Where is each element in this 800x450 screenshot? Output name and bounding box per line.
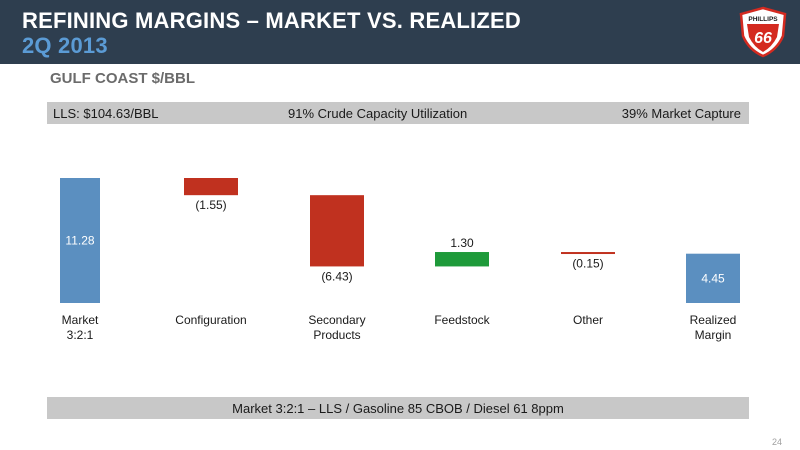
- bar-2: [310, 195, 364, 267]
- category-label-0-0: Market: [62, 313, 99, 327]
- capacity-utilization-text: 91% Crude Capacity Utilization: [288, 106, 468, 121]
- category-label-2-1: Products: [313, 328, 360, 342]
- data-label-1: (1.55): [195, 198, 226, 212]
- bar-4: [561, 252, 615, 255]
- market-capture-text: 39% Market Capture: [621, 106, 741, 121]
- category-label-5-0: Realized: [690, 313, 737, 327]
- lls-price-text: LLS: $104.63/BBL: [53, 106, 159, 121]
- phillips-66-logo-icon: PHILLIPS 66: [739, 6, 787, 58]
- slide-title: REFINING MARGINS – MARKET VS. REALIZED: [22, 8, 521, 33]
- category-label-0-1: 3:2:1: [67, 328, 94, 342]
- logo-number: 66: [754, 30, 772, 47]
- slide-subtitle: 2Q 2013: [22, 33, 108, 58]
- data-label-2: (6.43): [321, 269, 352, 283]
- data-label-4: (0.15): [572, 257, 603, 271]
- section-title: GULF COAST $/BBL: [50, 70, 195, 87]
- header-banner: REFINING MARGINS – MARKET VS. REALIZED 2…: [0, 0, 800, 64]
- data-label-3: 1.30: [450, 236, 474, 250]
- data-label-5: 4.45: [701, 271, 725, 285]
- logo-top-text: PHILLIPS: [748, 16, 778, 23]
- bar-0: [60, 178, 100, 303]
- footer-strip: Market 3:2:1 – LLS / Gasoline 85 CBOB / …: [47, 397, 749, 419]
- category-label-3-0: Feedstock: [434, 313, 490, 327]
- bar-1: [184, 178, 238, 196]
- data-label-0: 11.28: [65, 234, 94, 248]
- page-number: 24: [772, 437, 783, 447]
- bar-3: [435, 252, 489, 267]
- category-label-4-0: Other: [573, 313, 603, 327]
- info-strip: LLS: $104.63/BBL 91% Crude Capacity Util…: [47, 102, 749, 124]
- category-label-2-0: Secondary: [308, 313, 365, 327]
- category-label-5-1: Margin: [695, 328, 732, 342]
- footnote-text: Market 3:2:1 – LLS / Gasoline 85 CBOB / …: [232, 401, 564, 416]
- bar-5: [686, 253, 740, 303]
- category-label-1-0: Configuration: [175, 313, 246, 327]
